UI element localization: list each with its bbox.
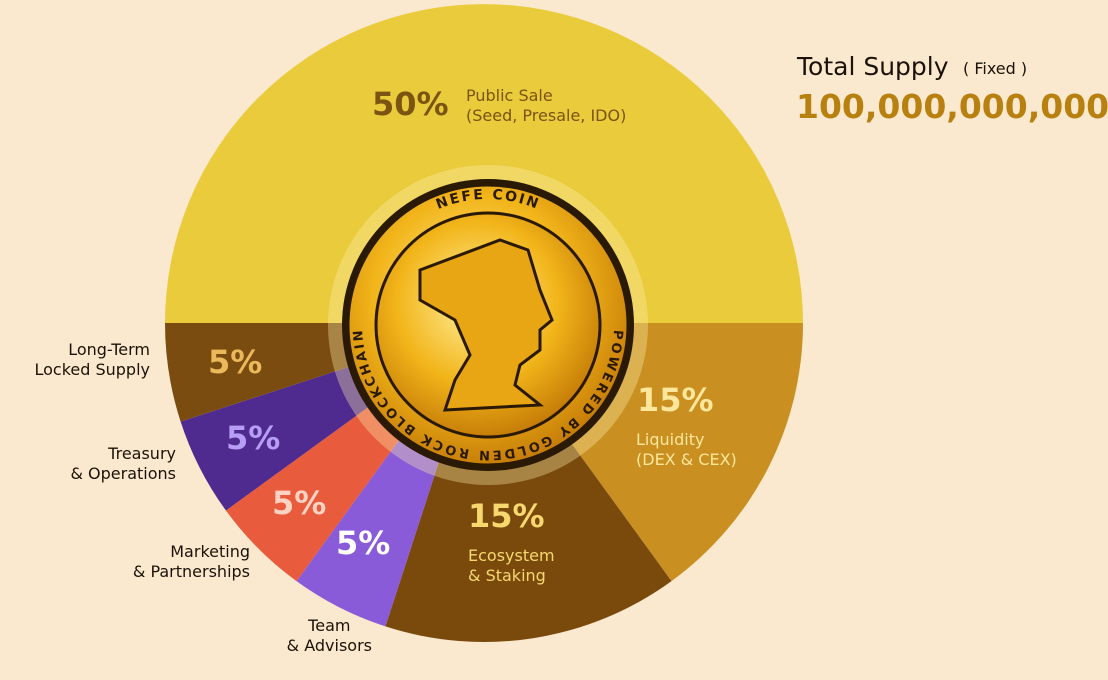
category-label: Liquidity (DEX & CEX) [636, 430, 737, 469]
category-label: Public Sale (Seed, Presale, IDO) [466, 86, 627, 125]
category-label: Treasury & Operations [70, 444, 176, 483]
category-label: Marketing & Partnerships [132, 542, 250, 581]
category-label: Team & Advisors [286, 616, 372, 655]
category-label: Long-Term Locked Supply [34, 340, 150, 379]
value-label: 5% [336, 524, 391, 562]
value-label: 5% [208, 343, 263, 381]
category-label: Ecosystem & Staking [468, 546, 555, 585]
coin-portrait [418, 238, 554, 412]
value-label: 5% [272, 484, 327, 522]
value-label: 15% [468, 497, 545, 535]
title: Total Supply [797, 52, 949, 81]
value-label: 50% [372, 85, 449, 123]
total-supply: 100,000,000,000 [796, 87, 1108, 126]
pie-slice [385, 323, 672, 642]
value-label: 15% [637, 381, 714, 419]
subtitle: ( Fixed ) [963, 59, 1028, 78]
value-label: 5% [226, 419, 281, 457]
pie-slice [165, 4, 803, 324]
